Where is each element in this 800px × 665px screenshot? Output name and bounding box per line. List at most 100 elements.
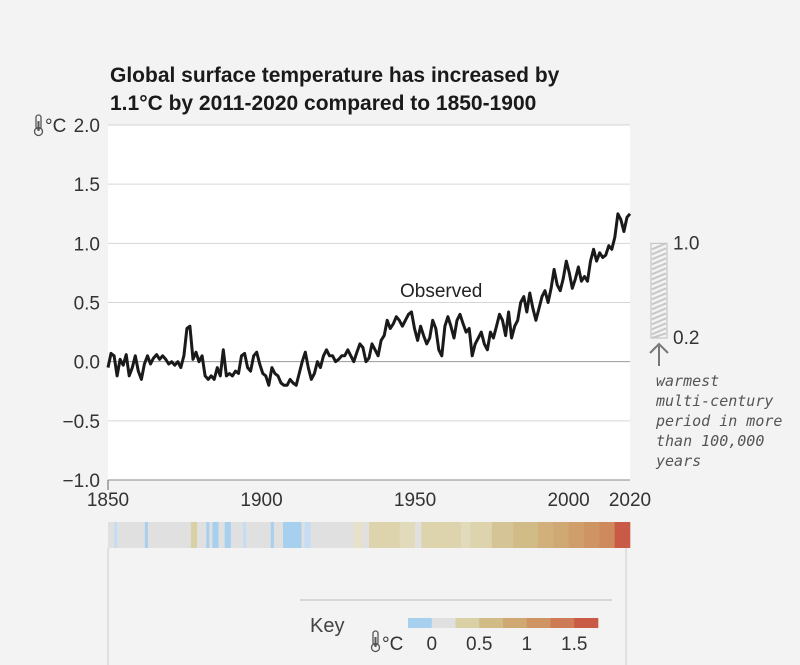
x-tick-label: 1850: [87, 490, 129, 511]
range-bar-hatching: [651, 242, 667, 339]
hatch-line: [651, 317, 667, 326]
range-note-line: than 100,000: [656, 432, 764, 450]
key-color-swatch: [479, 618, 504, 628]
stripe: [270, 522, 275, 548]
key-color-swatch: [455, 618, 480, 628]
stripe: [421, 522, 462, 548]
stripe: [537, 522, 554, 548]
key-tick-label: 0: [426, 634, 437, 655]
thermometer-icon: [33, 114, 44, 137]
warming-stripes: [108, 522, 631, 548]
y-unit-label: °C: [45, 116, 66, 137]
stripe: [108, 522, 115, 548]
x-tick-label: 1900: [240, 490, 282, 511]
stripe: [147, 522, 192, 548]
hatch-line: [651, 252, 667, 261]
hatch-line: [651, 297, 667, 306]
title-line-1: Global surface temperature has increased…: [110, 64, 560, 87]
stripe: [114, 522, 118, 548]
stripe: [283, 522, 302, 548]
stripe: [461, 522, 471, 548]
hatch-line: [651, 267, 667, 276]
key-tick-labels: 0 0.5 1 1.5: [426, 634, 587, 655]
range-top-label: 1.0: [673, 233, 699, 254]
stripe: [599, 522, 615, 548]
hatch-line: [651, 257, 667, 266]
stripe: [310, 522, 354, 548]
stripe: [218, 522, 225, 548]
stripe: [144, 522, 149, 548]
grid-lines: [108, 124, 630, 422]
x-tick-labels: 1850 1900 1950 2000 2020: [87, 490, 651, 511]
hatch-line: [651, 282, 667, 291]
y-tick-label: 0.0: [74, 353, 100, 374]
range-note-line: multi-century: [655, 392, 773, 410]
stripe: [304, 522, 311, 548]
hatch-line: [651, 322, 667, 331]
y-tick-label: −0.5: [62, 412, 100, 433]
stripe: [568, 522, 585, 548]
stripe: [553, 522, 569, 548]
stripe: [301, 522, 305, 548]
range-bar-outline: [650, 242, 668, 339]
range-note-line: years: [655, 452, 701, 470]
y-tick-label: 1.0: [74, 234, 100, 255]
key-color-swatch: [503, 618, 528, 628]
x-tick-label: 2020: [609, 490, 651, 511]
y-tick-label: 2.0: [74, 116, 100, 137]
hatch-line: [651, 262, 667, 271]
stripe: [212, 522, 219, 548]
range-note-line: warmest: [656, 372, 719, 390]
stripe: [491, 522, 514, 548]
hatch-line: [651, 247, 667, 256]
stripe: [399, 522, 416, 548]
key-color-swatch: [550, 618, 575, 628]
hatch-line: [651, 312, 667, 321]
stripe: [117, 522, 146, 548]
stripe: [362, 522, 370, 548]
stripe: [513, 522, 539, 548]
key-color-swatch: [408, 618, 433, 628]
hatch-line: [651, 307, 667, 316]
series-label-observed: Observed: [400, 281, 482, 302]
range-bottom-label: 0.2: [673, 328, 699, 349]
stripe: [353, 522, 364, 548]
stripe: [583, 522, 600, 548]
key-tick-label: 1.5: [561, 634, 587, 655]
stripe: [224, 522, 232, 548]
stripe: [230, 522, 244, 548]
stripe: [190, 522, 198, 548]
chart-title: Global surface temperature has increased…: [110, 62, 559, 118]
key-tick-label: 1: [521, 634, 532, 655]
stripe: [243, 522, 247, 548]
range-note-line: period in more: [655, 412, 782, 430]
hatch-line: [651, 272, 667, 281]
observed-series-line: [106, 212, 632, 387]
key-title: Key: [310, 615, 344, 637]
y-tick-label: −1.0: [62, 471, 100, 492]
title-line-2: 1.1°C by 2011-2020 compared to 1850-1900: [110, 92, 537, 115]
y-tick-label: 1.5: [74, 175, 100, 196]
key-color-scale: [408, 618, 599, 628]
hatch-line: [651, 302, 667, 311]
y-tick-label: 0.5: [74, 294, 100, 315]
stripe: [206, 522, 210, 548]
stripe: [246, 522, 272, 548]
y-tick-labels: −1.0 −0.5 0.0 0.5 1.0 1.5 2.0: [62, 116, 100, 492]
hatch-line: [651, 332, 667, 339]
stripe: [209, 522, 213, 548]
key-color-swatch: [574, 618, 599, 628]
stripe: [614, 522, 631, 548]
hatch-line: [651, 292, 667, 301]
key-thermometer-icon: [370, 630, 381, 653]
x-tick-label: 2000: [547, 490, 589, 511]
range-note: warmest multi-century period in more than 1…: [655, 372, 782, 470]
key-color-swatch: [526, 618, 551, 628]
key-tick-label: 0.5: [466, 634, 492, 655]
stripe: [197, 522, 207, 548]
range-arrow-icon: [649, 342, 669, 366]
hatch-line: [651, 242, 667, 251]
key-color-swatch: [431, 618, 456, 628]
